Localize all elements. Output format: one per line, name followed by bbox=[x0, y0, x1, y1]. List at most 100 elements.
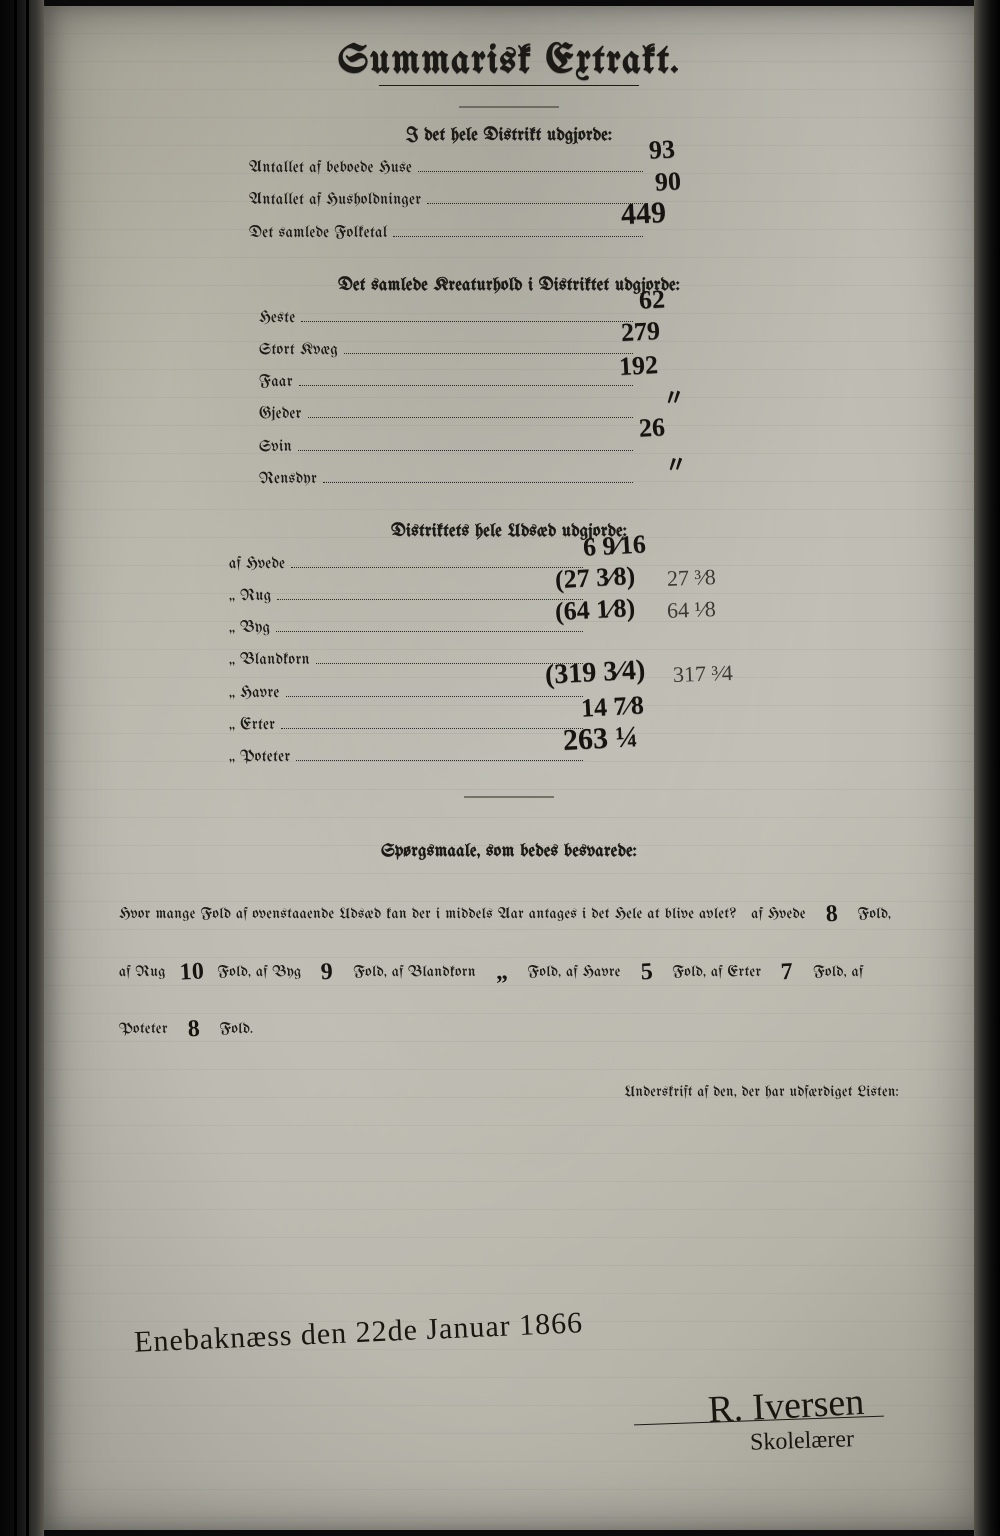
signature-title: Skolelærer bbox=[750, 1426, 855, 1457]
leader-dots bbox=[308, 405, 633, 418]
book-spread: Summarisk Extrakt. I det hele Distrikt u… bbox=[0, 0, 1000, 1536]
leader-dots bbox=[296, 748, 583, 761]
leader-dots bbox=[323, 470, 633, 483]
label: „ Erter bbox=[229, 717, 275, 734]
label: Faar bbox=[259, 374, 293, 391]
q-pre: af Havre bbox=[566, 964, 621, 980]
label: Rensdyr bbox=[259, 471, 317, 488]
q-value: 5 bbox=[624, 943, 669, 1003]
label: Gjeder bbox=[259, 406, 302, 423]
district-heading: I det hele Distrikt udgjorde: bbox=[44, 126, 974, 145]
value: 279 bbox=[620, 318, 660, 346]
row-houses: Antallet af beboede Huse 93 bbox=[249, 153, 769, 177]
dateline-handwritten: Enebaknæss den 22de Januar 1866 bbox=[133, 1306, 583, 1360]
q-pre: af Blandkorn bbox=[392, 964, 476, 980]
value: 263 ¼ bbox=[562, 722, 638, 756]
leader-dots bbox=[418, 159, 643, 172]
value-corrected: 64 ¹⁄8 bbox=[667, 598, 717, 622]
livestock-heading: Det samlede Kreaturhold i Distriktet udg… bbox=[44, 276, 974, 295]
q-post: Fold, bbox=[528, 964, 562, 980]
q-post: Fold, bbox=[672, 964, 706, 980]
ornament-rule bbox=[459, 106, 559, 108]
row-population: Det samlede Folketal 449 bbox=[249, 217, 769, 241]
value: 449 bbox=[620, 198, 667, 230]
value: 6 9⁄16 bbox=[582, 531, 646, 560]
q-value: 10 bbox=[169, 943, 214, 1003]
value: 93 bbox=[648, 136, 675, 163]
q-value: 7 bbox=[765, 943, 810, 1003]
row-reindeer: Rensdyr 〃 bbox=[259, 464, 759, 488]
row-barley: „ Byg (64 1⁄8) 64 ¹⁄8 bbox=[229, 613, 789, 637]
leader-dots bbox=[427, 191, 643, 204]
label: „ Havre bbox=[229, 685, 280, 702]
leader-dots bbox=[301, 309, 633, 322]
q-post: Fold, bbox=[217, 964, 251, 980]
leader-dots bbox=[299, 373, 633, 386]
leader-dots bbox=[316, 651, 583, 664]
value: (319 3⁄4) bbox=[544, 657, 646, 690]
label: Antallet af beboede Huse bbox=[249, 160, 412, 177]
label: Det samlede Folketal bbox=[249, 225, 387, 242]
q-post: Fold. bbox=[219, 1021, 253, 1037]
leader-dots bbox=[277, 587, 583, 600]
value: 14 7⁄8 bbox=[580, 692, 644, 721]
q-value: „ bbox=[479, 943, 524, 1003]
label: „ Rug bbox=[229, 588, 271, 605]
livestock-block: Heste 62 Stort Kvæg 279 Faar 192 Gjeder … bbox=[259, 303, 759, 488]
leader-dots bbox=[276, 619, 583, 632]
signature-caption: Underskrift af den, der har udfærdiget L… bbox=[119, 1084, 899, 1100]
questions-lead: Hvor mange Fold af ovenstaaende Udsæd ka… bbox=[119, 906, 737, 922]
value: (64 1⁄8) bbox=[554, 595, 635, 625]
label: „ Byg bbox=[229, 620, 270, 637]
leader-dots bbox=[298, 438, 633, 451]
sowing-block: af Hvede 6 9⁄16 „ Rug (27 3⁄8) 27 ³⁄8 „ … bbox=[229, 549, 789, 766]
leader-dots bbox=[286, 684, 583, 697]
book-binding bbox=[0, 0, 45, 1536]
label: Svin bbox=[259, 439, 292, 456]
signature-name: R. Iversen bbox=[707, 1380, 865, 1432]
value: 26 bbox=[638, 415, 665, 442]
leader-dots bbox=[344, 341, 633, 354]
label: Stort Kvæg bbox=[259, 342, 338, 359]
page-title: Summarisk Extrakt. bbox=[44, 6, 974, 83]
q-pre: af Hvede bbox=[751, 906, 806, 922]
questions-heading: Spørgsmaale, som bedes besvarede: bbox=[44, 842, 974, 861]
row-oats: „ Havre (319 3⁄4) 317 ³⁄4 bbox=[229, 677, 789, 701]
opposite-page-edge bbox=[974, 0, 1000, 1536]
q-post: Fold, bbox=[857, 906, 891, 922]
row-potatoes: „ Poteter 263 ¼ bbox=[229, 742, 789, 766]
row-households: Antallet af Husholdninger 90 bbox=[249, 185, 769, 209]
q-pre: af Byg bbox=[256, 964, 302, 980]
leader-dots bbox=[291, 555, 583, 568]
census-form-page: Summarisk Extrakt. I det hele Distrikt u… bbox=[44, 6, 974, 1530]
value: 90 bbox=[654, 169, 681, 196]
label: „ Blandkorn bbox=[229, 652, 310, 669]
value-corrected: 317 ³⁄4 bbox=[673, 662, 734, 686]
value: 62 bbox=[638, 286, 665, 313]
value-corrected: 27 ³⁄8 bbox=[667, 566, 717, 590]
q-value: 9 bbox=[305, 943, 350, 1003]
value: 192 bbox=[618, 352, 658, 380]
label: Antallet af Husholdninger bbox=[249, 192, 421, 209]
label: Heste bbox=[259, 310, 295, 327]
value: 〃 bbox=[664, 453, 687, 476]
q-value: 8 bbox=[171, 1000, 216, 1060]
label: „ Poteter bbox=[229, 749, 290, 766]
leader-dots bbox=[281, 716, 583, 729]
q-post: Fold, bbox=[353, 964, 387, 980]
leader-dots bbox=[393, 224, 643, 237]
sowing-heading: Distriktets hele Udsæd udgjorde: bbox=[44, 522, 974, 541]
row-goats: Gjeder 〃 bbox=[259, 399, 759, 423]
q-pre: af Rug bbox=[119, 964, 166, 980]
q-post: Fold, bbox=[813, 964, 847, 980]
row-peas: „ Erter 14 7⁄8 bbox=[229, 710, 789, 734]
q-value: 8 bbox=[809, 885, 854, 945]
row-cattle: Stort Kvæg 279 bbox=[259, 335, 759, 359]
row-horses: Heste 62 bbox=[259, 303, 759, 327]
district-block: Antallet af beboede Huse 93 Antallet af … bbox=[249, 153, 769, 242]
ornament-rule bbox=[464, 796, 554, 798]
title-underline bbox=[379, 85, 639, 86]
value: 〃 bbox=[662, 387, 685, 410]
questions-paragraph: Hvor mange Fold af ovenstaaende Udsæd ka… bbox=[119, 883, 899, 1056]
label: af Hvede bbox=[229, 556, 285, 573]
